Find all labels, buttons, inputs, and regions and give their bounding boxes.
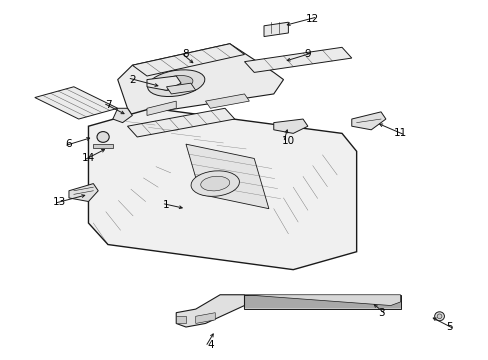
Text: 9: 9 — [304, 49, 310, 59]
Text: 12: 12 — [305, 14, 319, 24]
Text: 1: 1 — [163, 200, 169, 210]
Ellipse shape — [97, 132, 109, 142]
Text: 2: 2 — [129, 75, 135, 85]
Polygon shape — [166, 83, 195, 94]
Ellipse shape — [201, 176, 229, 191]
Polygon shape — [132, 44, 244, 76]
Polygon shape — [176, 316, 185, 323]
Text: 3: 3 — [377, 308, 384, 318]
Polygon shape — [351, 112, 385, 130]
Text: 6: 6 — [65, 139, 72, 149]
Ellipse shape — [191, 171, 239, 196]
Polygon shape — [264, 22, 288, 37]
Polygon shape — [147, 101, 176, 116]
Ellipse shape — [436, 314, 441, 319]
Ellipse shape — [434, 312, 444, 321]
Polygon shape — [88, 108, 356, 270]
Polygon shape — [244, 47, 351, 72]
Polygon shape — [93, 144, 113, 148]
Polygon shape — [69, 184, 98, 202]
Text: 11: 11 — [393, 129, 407, 138]
Polygon shape — [205, 94, 249, 108]
Text: 10: 10 — [281, 136, 294, 145]
Polygon shape — [195, 313, 215, 323]
Text: 13: 13 — [53, 197, 66, 207]
Text: 5: 5 — [445, 322, 452, 332]
Polygon shape — [127, 108, 234, 137]
Ellipse shape — [159, 76, 193, 91]
Polygon shape — [244, 295, 400, 309]
Ellipse shape — [147, 70, 204, 96]
Polygon shape — [147, 76, 181, 90]
Text: 8: 8 — [183, 49, 189, 59]
Text: 7: 7 — [104, 100, 111, 110]
Polygon shape — [185, 144, 268, 209]
Text: 14: 14 — [81, 153, 95, 163]
Polygon shape — [273, 119, 307, 134]
Polygon shape — [176, 295, 244, 327]
Polygon shape — [244, 295, 400, 306]
Polygon shape — [118, 44, 283, 116]
Polygon shape — [113, 108, 132, 123]
Text: 4: 4 — [206, 340, 213, 350]
Polygon shape — [35, 87, 118, 119]
